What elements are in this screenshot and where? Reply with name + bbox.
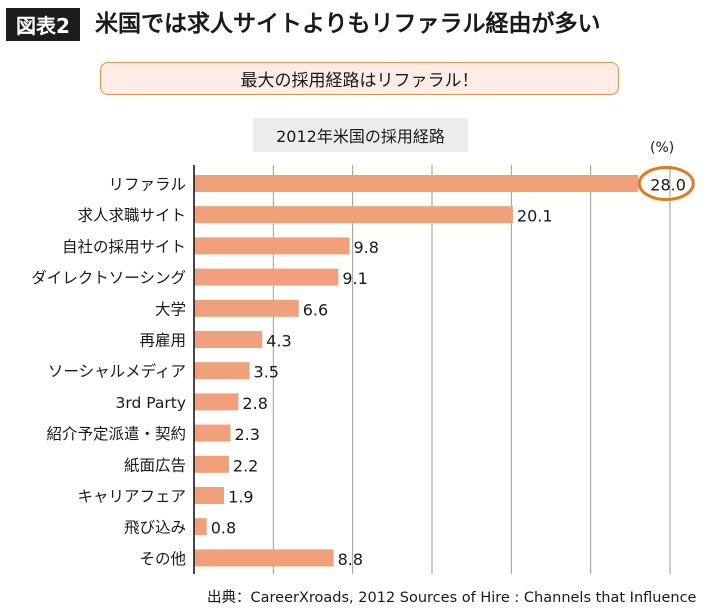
bar: [194, 424, 231, 442]
value-label: 9.8: [353, 238, 378, 257]
value-label: 9.1: [342, 269, 367, 288]
chart-title-text: 2012年米国の採用経路: [276, 127, 445, 146]
category-label: 3rd Party: [116, 394, 187, 412]
value-label: 20.1: [517, 207, 553, 226]
gridlines: [272, 165, 671, 574]
category-label: 求人求職サイト: [77, 207, 186, 225]
bars: [194, 175, 639, 567]
figure-title: 米国では求人サイトよりもリファラル経由が多い: [95, 11, 601, 37]
value-labels: 28.0 20.1 9.8 9.1 6.6 4.3 3.5 2.8 2.3 2.2 1.9 0.8 8.…: [211, 176, 686, 569]
bar: [194, 206, 513, 224]
category-label: その他: [139, 550, 186, 568]
callout-text: 最大の採用経路はリファラル！: [240, 71, 479, 91]
unit-label: (%): [650, 140, 675, 156]
bar: [194, 237, 350, 255]
category-label: 再雇用: [139, 332, 186, 350]
category-label: 紙面広告: [124, 456, 186, 474]
category-label: 紹介予定派遣・契約: [46, 425, 186, 443]
category-label: 大学: [155, 300, 186, 318]
value-label: 2.2: [233, 456, 258, 475]
value-label: 2.3: [234, 425, 259, 444]
bar: [194, 393, 239, 411]
value-label: 6.6: [303, 300, 328, 319]
bar: [194, 268, 339, 286]
source-citation: 出典：CareerXroads, 2012 Sources of Hire : …: [207, 590, 697, 606]
value-label: 1.9: [228, 488, 253, 507]
figure-tag: 図表2: [6, 8, 80, 41]
category-label: ソーシャルメディア: [48, 362, 186, 381]
bar: [194, 331, 263, 348]
category-label: ダイレクトソーシング: [31, 269, 186, 287]
bar: [194, 362, 250, 380]
callout-box: 最大の採用経路はリファラル！: [100, 62, 619, 95]
value-label: 28.0: [650, 176, 686, 195]
bar: [194, 455, 229, 473]
value-label: 0.8: [211, 519, 236, 538]
bar: [194, 487, 225, 504]
category-label: リファラル: [108, 176, 186, 194]
category-label: 飛び込み: [124, 519, 186, 537]
value-label: 2.8: [242, 394, 267, 413]
highlight-ring: [637, 166, 695, 201]
value-label: 3.5: [254, 363, 279, 382]
category-labels: リファラル求人求職サイト自社の採用サイトダイレクトソーシング大学再雇用ソーシャル…: [31, 176, 186, 568]
value-label: 8.8: [338, 550, 363, 569]
category-label: 自社の採用サイト: [62, 238, 186, 256]
value-label: 4.3: [266, 332, 291, 351]
bar: [194, 175, 639, 192]
bar: [194, 299, 299, 317]
bar: [194, 518, 207, 536]
bar: [194, 549, 334, 567]
category-label: キャリアフェア: [77, 488, 186, 506]
chart-title: 2012年米国の採用経路: [253, 118, 468, 152]
